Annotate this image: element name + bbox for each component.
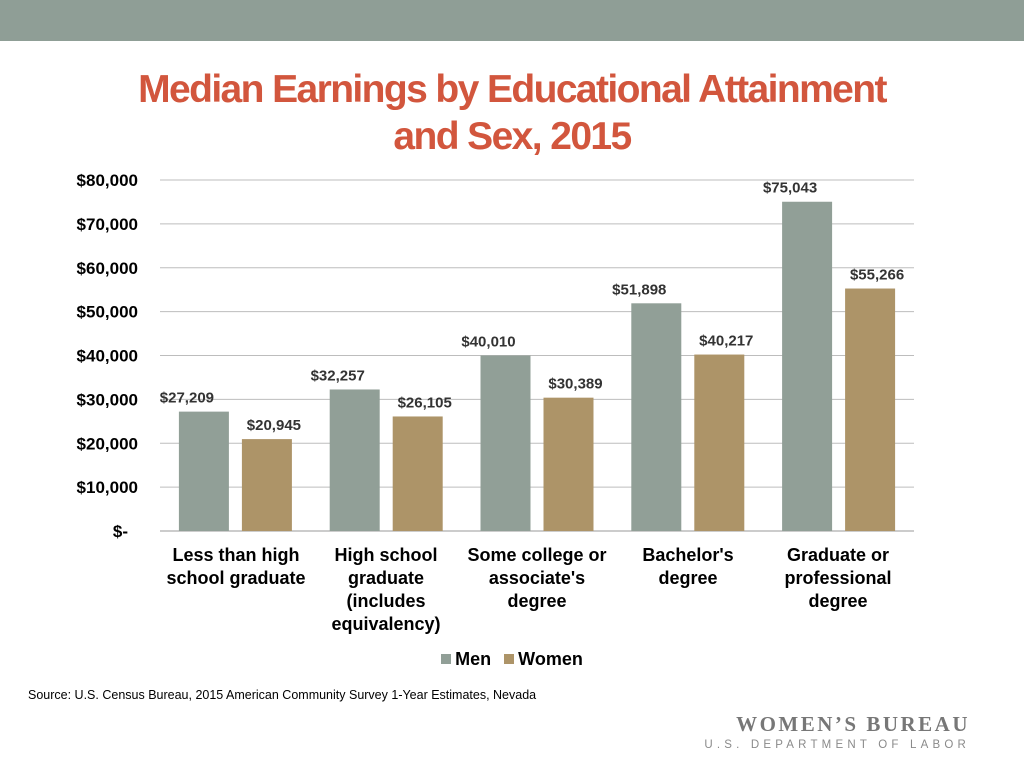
- data-label-women: $26,105: [398, 394, 452, 411]
- bar-chart: $- $10,000 $20,000 $30,000 $40,000 $50,000 $60…: [77, 171, 914, 541]
- data-label-women: $30,389: [548, 376, 602, 393]
- y-tick-label: $40,000: [77, 347, 138, 366]
- data-label-men: $40,010: [461, 333, 515, 350]
- chart-title: Median Earnings by Educational Attainmen…: [0, 66, 1024, 160]
- legend-item-men: Men: [441, 649, 491, 670]
- data-label-men: $51,898: [612, 281, 666, 298]
- y-tick-label: $70,000: [77, 215, 138, 234]
- data-label-women: $40,217: [699, 333, 753, 350]
- y-tick-label: $50,000: [77, 303, 138, 322]
- legend-label-men: Men: [455, 648, 492, 669]
- title-line-2: and Sex, 2015: [393, 115, 632, 158]
- y-tick-label: $60,000: [77, 259, 138, 278]
- top-band: [0, 0, 1024, 41]
- y-tick-label: $20,000: [77, 434, 138, 453]
- bar-women: [845, 288, 896, 531]
- data-label-men: $32,257: [311, 367, 365, 384]
- x-category-label: Some college or associate's degree: [467, 545, 607, 611]
- bar-men: [782, 201, 833, 531]
- chart-legend: Men Women: [0, 648, 1024, 670]
- data-label-women: $55,266: [850, 267, 904, 284]
- data-label-men: $27,209: [160, 390, 214, 407]
- womens-bureau-logo: WOMEN’S BUREAU U.S. DEPARTMENT OF LABOR: [704, 712, 970, 751]
- bar-women: [543, 397, 594, 531]
- x-category-label: Graduate or professional degree: [784, 545, 892, 611]
- legend-item-women: Women: [504, 649, 583, 670]
- legend-swatch-men: [441, 654, 452, 664]
- bar-women: [392, 416, 443, 531]
- y-tick-label: $-: [113, 522, 128, 541]
- source-note: Source: U.S. Census Bureau, 2015 America…: [28, 688, 537, 702]
- y-tick-label: $80,000: [77, 171, 138, 190]
- x-category-label: Less than high school graduate: [166, 545, 306, 588]
- y-tick-label: $10,000: [77, 478, 138, 497]
- data-label-men: $75,043: [763, 180, 817, 197]
- legend-swatch-women: [504, 654, 515, 664]
- title-line-1: Median Earnings by Educational Attainmen…: [138, 68, 887, 111]
- bar-women: [241, 439, 292, 531]
- bar-men: [631, 303, 682, 531]
- x-category-label: High school graduate (includes equivalen…: [331, 545, 441, 634]
- bar-men: [178, 411, 229, 531]
- y-tick-label: $30,000: [77, 390, 138, 409]
- data-label-women: $20,945: [247, 417, 301, 434]
- bar-men: [329, 389, 380, 531]
- logo-line-2: U.S. DEPARTMENT OF LABOR: [704, 739, 970, 751]
- bar-women: [694, 354, 745, 531]
- bar-men: [480, 355, 531, 531]
- logo-line-1: WOMEN’S BUREAU: [736, 712, 970, 736]
- x-category-label: Bachelor's degree: [642, 545, 734, 588]
- legend-label-women: Women: [518, 648, 583, 669]
